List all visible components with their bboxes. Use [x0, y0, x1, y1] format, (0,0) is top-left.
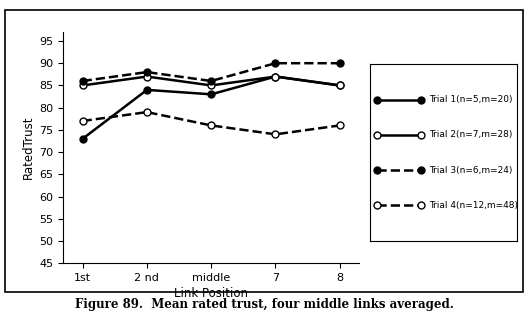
Trial 3(n=6,m=24) — [144, 70, 150, 74]
Trial 2(n=7,m=28) — [80, 83, 86, 87]
Trial 4(n=12,m=48) — [80, 119, 86, 123]
Trial 3(n=6,m=24) — [80, 79, 86, 83]
Trial 4(n=12,m=48) — [208, 124, 214, 127]
Text: Trial 3(n=6,m=24): Trial 3(n=6,m=24) — [429, 166, 512, 175]
X-axis label: Link Position: Link Position — [174, 287, 248, 300]
Line: Trial 4(n=12,m=48): Trial 4(n=12,m=48) — [79, 108, 343, 138]
Trial 1(n=5,m=20) — [80, 137, 86, 141]
Text: Trial 4(n=12,m=48): Trial 4(n=12,m=48) — [429, 201, 518, 210]
Line: Trial 2(n=7,m=28): Trial 2(n=7,m=28) — [79, 73, 343, 89]
Trial 1(n=5,m=20) — [144, 88, 150, 92]
Trial 1(n=5,m=20) — [336, 83, 343, 87]
Trial 2(n=7,m=28) — [336, 83, 343, 87]
Text: Trial 2(n=7,m=28): Trial 2(n=7,m=28) — [429, 130, 512, 139]
Trial 2(n=7,m=28) — [144, 74, 150, 78]
Trial 4(n=12,m=48) — [272, 132, 279, 136]
Trial 2(n=7,m=28) — [208, 83, 214, 87]
Trial 3(n=6,m=24) — [336, 61, 343, 65]
Trial 4(n=12,m=48) — [144, 110, 150, 114]
Text: Trial 1(n=5,m=20): Trial 1(n=5,m=20) — [429, 95, 512, 104]
Y-axis label: RatedTrust: RatedTrust — [22, 116, 35, 179]
Trial 3(n=6,m=24) — [208, 79, 214, 83]
Trial 4(n=12,m=48) — [336, 124, 343, 127]
Trial 2(n=7,m=28) — [272, 74, 279, 78]
Trial 1(n=5,m=20) — [208, 92, 214, 96]
Trial 1(n=5,m=20) — [272, 74, 279, 78]
Line: Trial 1(n=5,m=20): Trial 1(n=5,m=20) — [79, 73, 343, 142]
Trial 3(n=6,m=24) — [272, 61, 279, 65]
Text: Figure 89.  Mean rated trust, four middle links averaged.: Figure 89. Mean rated trust, four middle… — [74, 299, 454, 311]
Line: Trial 3(n=6,m=24): Trial 3(n=6,m=24) — [79, 60, 343, 84]
